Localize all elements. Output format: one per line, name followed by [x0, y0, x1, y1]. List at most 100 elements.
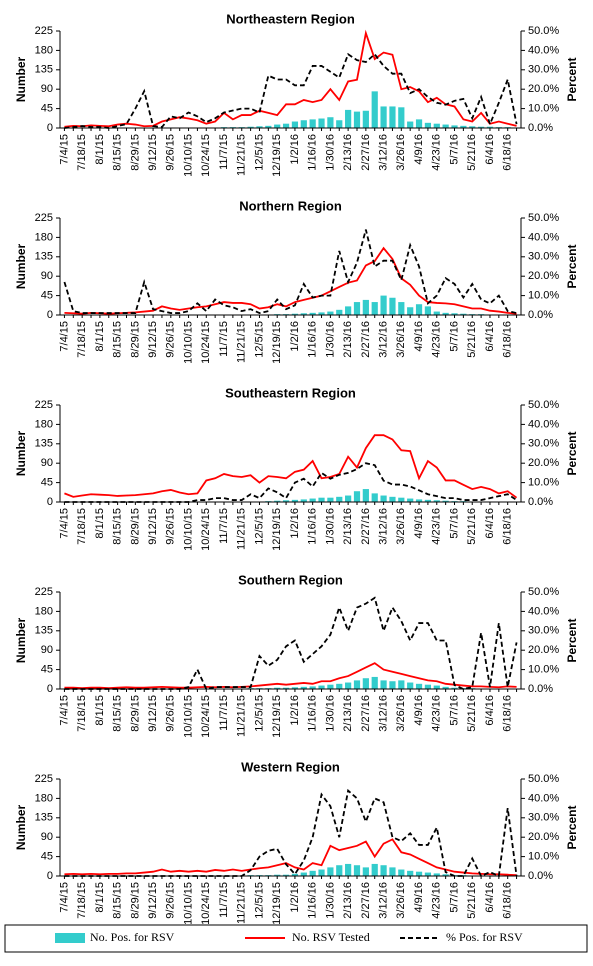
y-axis-title: Number: [14, 431, 28, 477]
y-tick-label: 180: [35, 418, 53, 430]
x-tick-label: 6/18/16: [502, 321, 514, 358]
x-tick-label: 5/21/16: [466, 508, 478, 545]
bar: [291, 687, 299, 689]
x-tick-label: 12/19/15: [271, 508, 283, 551]
x-tick-label: 2/13/16: [342, 882, 354, 919]
line: [64, 52, 518, 129]
bar: [407, 682, 414, 689]
bar: [353, 865, 361, 876]
bar: [433, 123, 440, 128]
y2-tick-label: 30.0%: [528, 64, 559, 76]
x-tick-label: 5/7/16: [448, 508, 460, 539]
x-tick-label: 5/7/16: [448, 882, 460, 913]
x-tick-label: 1/30/16: [324, 321, 336, 358]
bar: [353, 302, 361, 315]
bar: [318, 869, 325, 876]
y-axis-title: Number: [14, 805, 28, 851]
bar: [327, 684, 334, 689]
y-tick-label: 90: [41, 457, 53, 469]
bar: [282, 874, 290, 876]
bar: [451, 687, 458, 689]
bar: [442, 686, 449, 689]
x-tick-label: 5/21/16: [466, 321, 478, 358]
bar: [362, 110, 369, 128]
x-tick-label: 10/10/15: [182, 882, 194, 925]
bar: [353, 111, 361, 128]
x-tick-label: 9/26/15: [165, 882, 177, 919]
y-tick-label: 180: [35, 231, 53, 243]
x-tick-label: 10/24/15: [200, 134, 212, 177]
x-tick-label: 7/18/15: [76, 695, 88, 732]
x-tick-label: 6/4/16: [484, 321, 496, 352]
bar: [309, 498, 316, 502]
x-tick-label: 3/12/16: [377, 695, 389, 732]
x-tick-label: 8/1/15: [94, 508, 106, 539]
bar: [433, 500, 440, 502]
bar: [442, 124, 449, 128]
bar: [336, 120, 343, 128]
bar: [424, 684, 432, 689]
y-tick-label: 0: [47, 496, 53, 508]
bar: [336, 309, 343, 315]
x-tick-label: 7/18/15: [76, 134, 88, 171]
x-tick-label: 11/21/15: [236, 695, 248, 737]
x-tick-label: 10/24/15: [200, 882, 212, 925]
bar: [327, 311, 334, 315]
x-tick-label: 7/18/15: [76, 321, 88, 358]
x-tick-label: 5/21/16: [466, 882, 478, 919]
line: [64, 29, 517, 128]
bar: [371, 863, 378, 876]
line: [64, 462, 518, 503]
panel: Northeastern Region Number Percent 0 45 90 135…: [14, 11, 579, 176]
x-tick-label: 1/16/16: [307, 134, 319, 171]
x-tick-label: 4/9/16: [413, 695, 425, 726]
x-tick-label: 8/15/15: [112, 695, 124, 732]
bar: [274, 874, 281, 876]
legend: No. Pos. for RSV No. RSV Tested % Pos. f…: [4, 924, 588, 953]
x-tick-label: 3/26/16: [395, 508, 407, 545]
bar: [398, 869, 405, 876]
bar: [327, 497, 334, 502]
bar: [345, 109, 352, 128]
y2-tick-label: 40.0%: [528, 418, 559, 430]
bar: [442, 500, 449, 502]
x-tick-label: 2/27/16: [360, 134, 372, 171]
x-tick-label: 2/27/16: [360, 508, 372, 545]
x-tick-label: 6/18/16: [502, 508, 514, 545]
x-tick-label: 9/12/15: [147, 882, 159, 919]
x-tick-label: 6/4/16: [484, 695, 496, 726]
x-tick-label: 5/7/16: [448, 695, 460, 726]
bar: [433, 873, 440, 876]
line: [63, 229, 517, 315]
bar: [327, 117, 334, 128]
x-tick-label: 4/9/16: [413, 882, 425, 913]
y-tick-label: 0: [47, 870, 53, 882]
bar: [371, 302, 378, 315]
x-tick-label: 1/2/16: [289, 508, 301, 539]
x-tick-label: 10/24/15: [200, 508, 212, 551]
y2-tick-label: 30.0%: [528, 625, 559, 637]
bar: [309, 119, 316, 128]
x-tick-label: 4/23/16: [431, 134, 443, 171]
x-tick-label: 4/9/16: [413, 508, 425, 539]
x-tick-label: 7/4/15: [58, 134, 70, 165]
y2-tick-label: 30.0%: [528, 812, 559, 824]
y2-axis-title: Percent: [565, 618, 579, 662]
x-tick-label: 4/23/16: [431, 321, 443, 358]
y-tick-label: 45: [41, 664, 53, 676]
y-tick-label: 45: [41, 477, 53, 489]
line: [64, 838, 517, 877]
bar: [433, 685, 440, 689]
x-tick-label: 8/15/15: [112, 321, 124, 358]
x-tick-label: 7/18/15: [76, 508, 88, 545]
bar: [398, 497, 405, 502]
x-tick-label: 12/5/15: [253, 882, 265, 919]
x-tick-label: 10/24/15: [200, 321, 212, 364]
x-tick-label: 2/13/16: [342, 134, 354, 171]
bar: [362, 299, 369, 315]
x-tick-label: 8/29/15: [129, 134, 141, 171]
x-tick-label: 1/2/16: [289, 321, 301, 352]
legend-label: No. Pos. for RSV: [90, 930, 175, 944]
x-tick-label: 1/2/16: [289, 695, 301, 726]
